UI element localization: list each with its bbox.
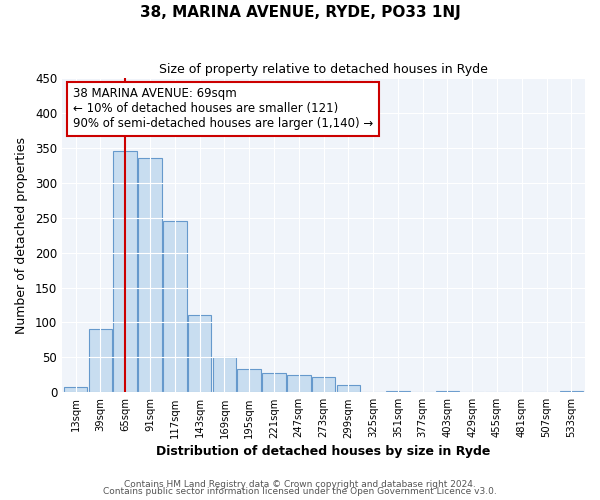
Bar <box>386 391 410 392</box>
X-axis label: Distribution of detached houses by size in Ryde: Distribution of detached houses by size … <box>157 444 491 458</box>
Bar <box>188 316 211 392</box>
Bar <box>287 375 311 392</box>
Bar <box>163 221 187 392</box>
Title: Size of property relative to detached houses in Ryde: Size of property relative to detached ho… <box>159 62 488 76</box>
Bar <box>262 373 286 392</box>
Y-axis label: Number of detached properties: Number of detached properties <box>15 136 28 334</box>
Text: Contains HM Land Registry data © Crown copyright and database right 2024.: Contains HM Land Registry data © Crown c… <box>124 480 476 489</box>
Text: 38, MARINA AVENUE, RYDE, PO33 1NJ: 38, MARINA AVENUE, RYDE, PO33 1NJ <box>140 5 460 20</box>
Bar <box>212 358 236 392</box>
Bar <box>89 330 112 392</box>
Bar <box>312 377 335 392</box>
Text: Contains public sector information licensed under the Open Government Licence v3: Contains public sector information licen… <box>103 487 497 496</box>
Bar <box>64 388 88 392</box>
Bar <box>113 152 137 392</box>
Bar <box>337 386 360 392</box>
Bar <box>138 158 162 392</box>
Bar <box>238 370 261 392</box>
Bar <box>436 391 459 392</box>
Text: 38 MARINA AVENUE: 69sqm
← 10% of detached houses are smaller (121)
90% of semi-d: 38 MARINA AVENUE: 69sqm ← 10% of detache… <box>73 88 373 130</box>
Bar <box>560 391 583 392</box>
